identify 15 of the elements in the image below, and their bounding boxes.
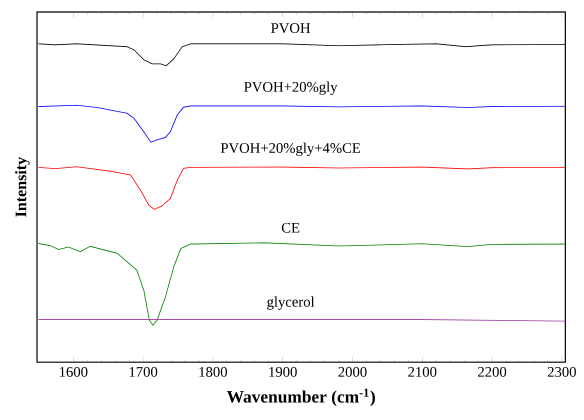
x-tick-label: 1900 (269, 366, 297, 377)
x-tick-label: 2300 (548, 366, 576, 377)
series-label: PVOH+20%gly (244, 81, 338, 95)
x-tick-label: 1600 (60, 366, 88, 377)
x-tick-label: 1800 (200, 366, 228, 377)
x-tick-label: 1700 (130, 366, 158, 377)
series-label: PVOH+20%gly+4%CE (220, 142, 360, 156)
x-tick-label: 2100 (408, 366, 436, 377)
x-tick-label: 2200 (478, 366, 506, 377)
series-label: PVOH (271, 23, 310, 33)
y-axis-title: Intensity (15, 156, 30, 217)
series-label: CE (282, 222, 300, 233)
x-tick-label: 2000 (338, 366, 367, 377)
series-label: glycerol (267, 296, 314, 310)
x-axis-title: Wavenumber (cm$^{-1}$) (226, 388, 375, 406)
